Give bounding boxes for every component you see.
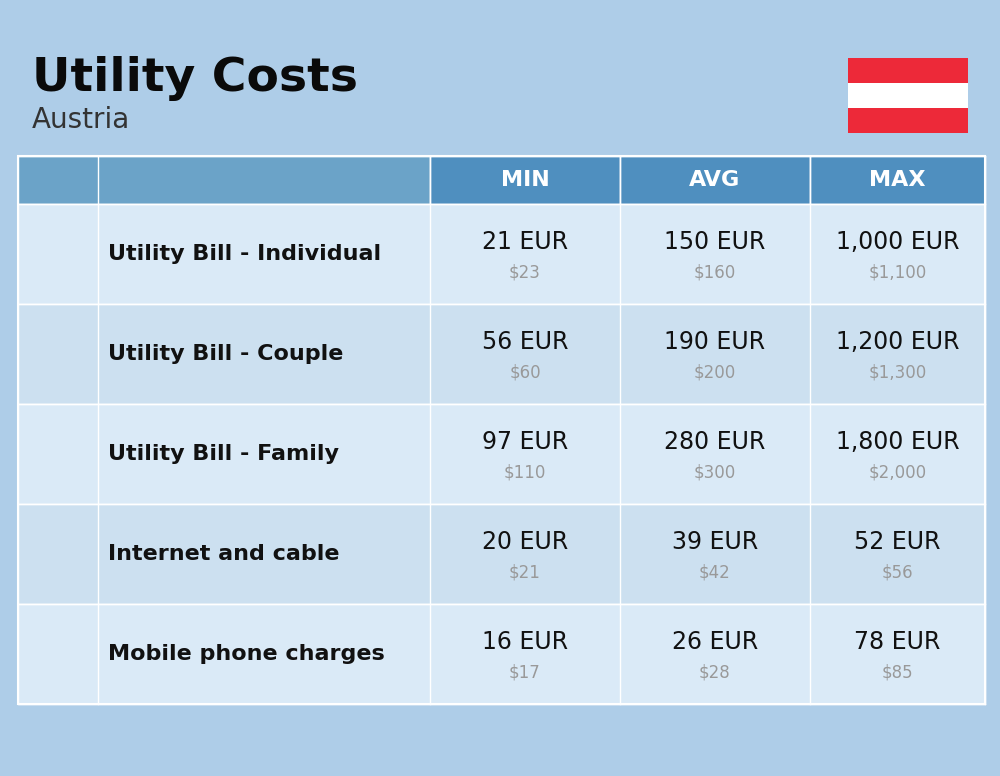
Text: 21 EUR: 21 EUR: [482, 230, 568, 254]
Text: Austria: Austria: [32, 106, 130, 134]
Text: $160: $160: [694, 263, 736, 281]
Text: 16 EUR: 16 EUR: [482, 630, 568, 654]
Text: 150 EUR: 150 EUR: [664, 230, 766, 254]
Text: $60: $60: [509, 363, 541, 381]
Bar: [18, 204, 985, 304]
Text: 26 EUR: 26 EUR: [672, 630, 758, 654]
Text: Utility Bill - Family: Utility Bill - Family: [108, 444, 339, 464]
Text: $200: $200: [694, 363, 736, 381]
Text: $300: $300: [694, 463, 736, 481]
Text: 1,800 EUR: 1,800 EUR: [836, 430, 959, 454]
Text: $1,100: $1,100: [868, 263, 927, 281]
Text: Mobile phone charges: Mobile phone charges: [108, 644, 385, 664]
Text: MIN: MIN: [501, 170, 549, 190]
Text: $56: $56: [882, 563, 913, 581]
Text: 52 EUR: 52 EUR: [854, 530, 941, 554]
Text: 39 EUR: 39 EUR: [672, 530, 758, 554]
Text: MAX: MAX: [869, 170, 926, 190]
Text: 56 EUR: 56 EUR: [482, 330, 568, 354]
Text: $23: $23: [509, 263, 541, 281]
Text: $42: $42: [699, 563, 731, 581]
Text: 1,000 EUR: 1,000 EUR: [836, 230, 959, 254]
Text: Utility Bill - Couple: Utility Bill - Couple: [108, 344, 343, 364]
Bar: [18, 504, 985, 604]
Bar: [810, 156, 985, 204]
Bar: [848, 83, 968, 108]
Text: Utility Bill - Individual: Utility Bill - Individual: [108, 244, 381, 264]
Bar: [18, 604, 985, 704]
Bar: [18, 304, 985, 404]
Bar: [848, 108, 968, 133]
Text: 20 EUR: 20 EUR: [482, 530, 568, 554]
Text: Utility Costs: Utility Costs: [32, 56, 358, 101]
Text: 280 EUR: 280 EUR: [664, 430, 766, 454]
Text: $2,000: $2,000: [868, 463, 927, 481]
Bar: [848, 58, 968, 83]
Text: 1,200 EUR: 1,200 EUR: [836, 330, 959, 354]
Text: 97 EUR: 97 EUR: [482, 430, 568, 454]
Text: $28: $28: [699, 663, 731, 681]
Text: 190 EUR: 190 EUR: [664, 330, 766, 354]
Bar: [18, 404, 985, 504]
Bar: [430, 156, 620, 204]
Text: $110: $110: [504, 463, 546, 481]
Bar: [18, 156, 430, 204]
Bar: [18, 156, 985, 704]
Text: $21: $21: [509, 563, 541, 581]
Text: 78 EUR: 78 EUR: [854, 630, 941, 654]
Text: $17: $17: [509, 663, 541, 681]
Text: Internet and cable: Internet and cable: [108, 544, 340, 564]
Bar: [620, 156, 810, 204]
Text: $85: $85: [882, 663, 913, 681]
Text: AVG: AVG: [689, 170, 741, 190]
Text: $1,300: $1,300: [868, 363, 927, 381]
